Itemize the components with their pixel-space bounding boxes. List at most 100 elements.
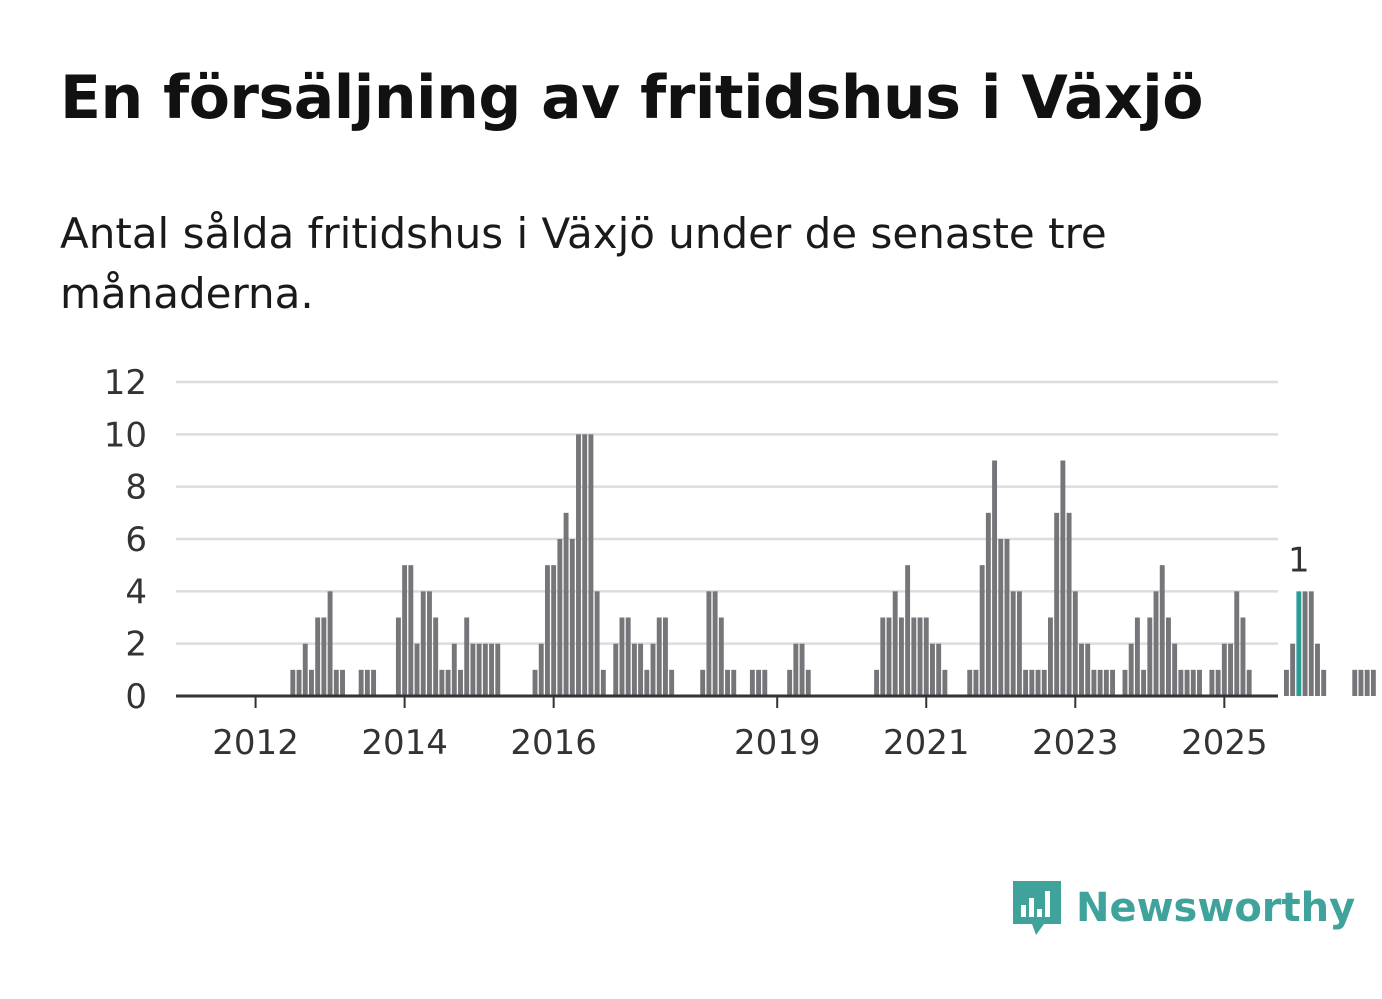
bar bbox=[1103, 669, 1109, 696]
bar bbox=[669, 669, 675, 696]
bar bbox=[414, 643, 420, 696]
bar bbox=[1370, 669, 1376, 696]
bar bbox=[340, 669, 345, 696]
bar bbox=[992, 460, 998, 696]
bar bbox=[1165, 617, 1171, 696]
bar bbox=[309, 669, 314, 696]
bar bbox=[1308, 591, 1314, 696]
bar bbox=[967, 669, 973, 696]
bar bbox=[1209, 669, 1215, 696]
bar bbox=[1147, 617, 1153, 696]
bar bbox=[1197, 669, 1202, 696]
bar bbox=[979, 565, 985, 696]
bar bbox=[1060, 460, 1066, 696]
bar bbox=[1246, 669, 1252, 696]
bar bbox=[1283, 669, 1289, 696]
bar bbox=[588, 434, 594, 696]
bar bbox=[458, 669, 463, 696]
bar bbox=[327, 591, 333, 696]
bar bbox=[911, 617, 917, 696]
bar bbox=[656, 617, 662, 696]
bar bbox=[296, 669, 302, 696]
y-tick-label: 4 bbox=[125, 572, 147, 612]
bar bbox=[1321, 669, 1327, 696]
bar bbox=[557, 539, 563, 696]
y-tick-label: 10 bbox=[104, 415, 147, 455]
y-tick-label: 6 bbox=[125, 520, 147, 560]
bar-chart-speech-bubble-icon bbox=[1013, 881, 1061, 935]
bar bbox=[619, 617, 625, 696]
x-tick-label: 2016 bbox=[510, 723, 597, 763]
bar bbox=[874, 669, 880, 696]
bar bbox=[495, 643, 501, 696]
bar bbox=[749, 669, 755, 696]
bar bbox=[470, 643, 476, 696]
bar bbox=[433, 617, 439, 696]
bar bbox=[923, 617, 929, 696]
bar bbox=[1228, 643, 1233, 696]
bar bbox=[793, 643, 799, 696]
bar bbox=[364, 669, 370, 696]
bar bbox=[439, 669, 445, 696]
bar bbox=[1234, 591, 1240, 696]
bar bbox=[563, 512, 569, 696]
x-tick-label: 2025 bbox=[1181, 723, 1268, 763]
bar bbox=[445, 669, 451, 696]
bar bbox=[892, 591, 898, 696]
y-tick-label: 2 bbox=[125, 625, 147, 665]
bar bbox=[551, 565, 557, 696]
bar bbox=[1315, 643, 1320, 696]
brand-name: Newsworthy bbox=[1076, 885, 1356, 931]
bar bbox=[408, 565, 414, 696]
bar bbox=[985, 512, 991, 696]
bar bbox=[1240, 617, 1246, 696]
bar bbox=[464, 617, 470, 696]
highlighted-bar bbox=[1296, 591, 1302, 696]
bar bbox=[718, 617, 724, 696]
x-tick-label: 2023 bbox=[1032, 723, 1119, 763]
bar bbox=[644, 669, 650, 696]
x-tick-label: 2014 bbox=[361, 723, 448, 763]
bar bbox=[1041, 669, 1047, 696]
bar bbox=[650, 643, 656, 696]
bar bbox=[321, 617, 327, 696]
bar bbox=[700, 669, 706, 696]
chart-title: En försäljning av fritidshus i Växjö bbox=[60, 63, 1203, 133]
bar bbox=[1190, 669, 1196, 696]
bar bbox=[625, 617, 631, 696]
bar bbox=[538, 643, 544, 696]
bar bbox=[1178, 669, 1184, 696]
bar bbox=[942, 669, 948, 696]
bar bbox=[762, 669, 768, 696]
bar bbox=[631, 643, 637, 696]
bar bbox=[1134, 617, 1140, 696]
bar bbox=[532, 669, 538, 696]
bar bbox=[1029, 669, 1035, 696]
bar bbox=[799, 643, 805, 696]
bar bbox=[1221, 643, 1227, 696]
x-tick-label: 2012 bbox=[212, 723, 299, 763]
bar bbox=[613, 643, 619, 696]
bar bbox=[731, 669, 737, 696]
bar bbox=[1048, 617, 1053, 696]
bar bbox=[706, 591, 712, 696]
bar bbox=[936, 643, 942, 696]
bar bbox=[917, 617, 923, 696]
bar bbox=[302, 643, 308, 696]
bar bbox=[582, 434, 588, 696]
bar bbox=[756, 669, 762, 696]
bar bbox=[476, 643, 482, 696]
data-label: 1 bbox=[1288, 540, 1310, 580]
bar bbox=[451, 643, 457, 696]
bar bbox=[1016, 591, 1022, 696]
bar bbox=[1153, 591, 1159, 696]
bar bbox=[427, 591, 432, 696]
bar bbox=[1085, 643, 1091, 696]
bar bbox=[998, 539, 1004, 696]
bar bbox=[886, 617, 892, 696]
bar bbox=[638, 643, 644, 696]
bar bbox=[576, 434, 581, 696]
bar bbox=[1352, 669, 1358, 696]
x-tick-label: 2019 bbox=[734, 723, 821, 763]
